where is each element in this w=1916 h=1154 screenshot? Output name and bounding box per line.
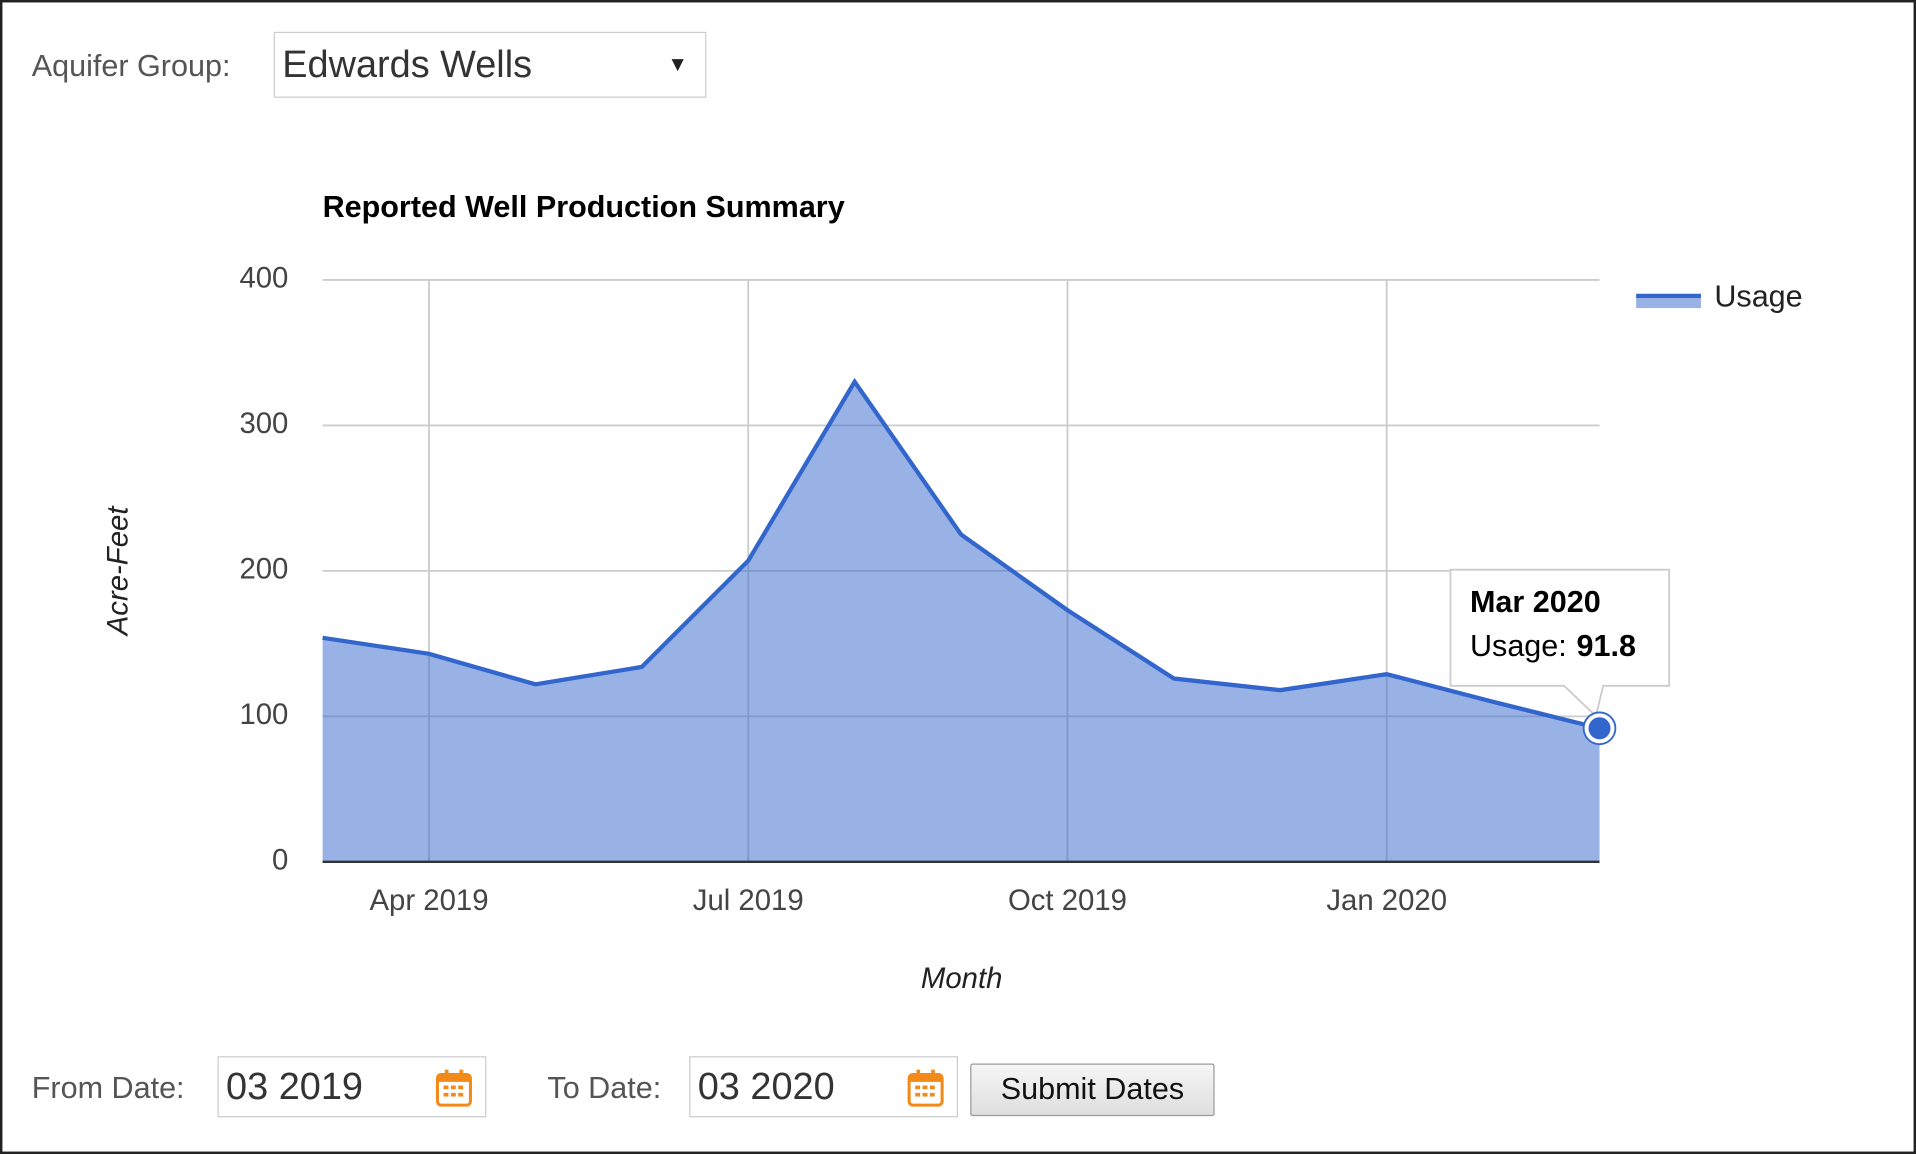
area-line: [322, 377, 1601, 731]
x-axis-title: Month: [921, 962, 1002, 995]
from-value: 03 2019: [226, 1064, 363, 1108]
to-value: 03 2020: [697, 1064, 835, 1108]
tooltip-value: 91.8: [1577, 629, 1636, 663]
tooltip-box: [1449, 568, 1671, 718]
calendar-icon[interactable]: [907, 1068, 946, 1107]
chart-title: Reported Well Production Summary: [323, 190, 845, 224]
area-fill: [322, 381, 1600, 862]
x-tick-label: Jan 2020: [1326, 884, 1447, 917]
y-tick-label: 300: [239, 407, 288, 440]
aquifer-select[interactable]: Edwards Wells ▼: [273, 31, 707, 98]
point-marker-ring: [1582, 711, 1617, 746]
tooltip-text: Usage: 91.8: [1470, 629, 1636, 663]
y-tick-label: 200: [239, 553, 288, 586]
submit-button[interactable]: Submit Dates: [970, 1063, 1215, 1117]
y-tick-label: 0: [272, 844, 288, 877]
tooltip-label: Usage:: [1470, 629, 1567, 663]
aquifer-label: Aquifer Group:: [31, 48, 231, 84]
from-label: From Date:: [31, 1070, 185, 1106]
y-tick-label: 100: [239, 698, 288, 731]
y-axis-title: Acre-Feet: [102, 505, 135, 638]
x-tick-label: Jul 2019: [693, 884, 804, 917]
aquifer-value: Edwards Wells: [282, 42, 533, 86]
x-tick-label: Oct 2019: [1008, 884, 1127, 917]
x-tick-label: Apr 2019: [369, 884, 488, 917]
y-tick-label: 400: [239, 262, 288, 295]
point-marker: [1583, 712, 1616, 745]
to-label: To Date:: [547, 1070, 662, 1106]
tooltip-title: Mar 2020: [1470, 585, 1601, 619]
calendar-icon[interactable]: [435, 1068, 474, 1107]
dropdown-arrow: ▼: [667, 52, 688, 76]
legend-label: Usage: [1714, 279, 1802, 313]
